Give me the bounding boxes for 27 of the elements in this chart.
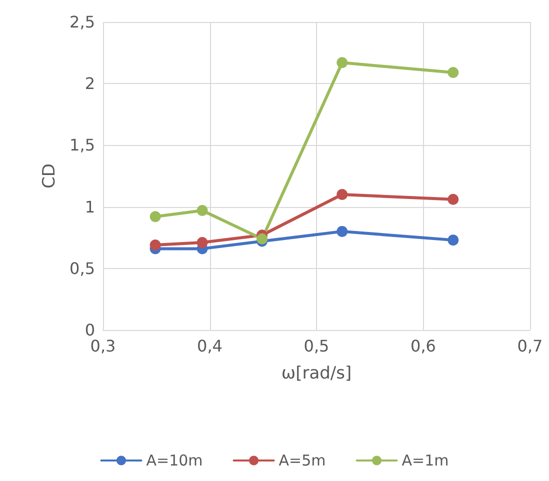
x-tick-label: 0,7 [517,336,543,356]
y-tick-label: 0 [84,320,95,340]
point [150,211,161,222]
point [196,205,208,216]
legend-label: A=5m [278,452,326,470]
y-tick-label: 2,5 [70,12,95,32]
x-tick-label: 0,5 [304,336,330,356]
point [448,234,459,246]
y-tick-label: 1 [84,197,95,216]
x-axis-title: ω[rad/s] [281,364,352,384]
y-axis-title: CD [40,164,60,188]
point [336,226,348,237]
point [256,233,268,244]
point [448,194,459,205]
point [448,67,459,78]
point [336,57,348,68]
point [150,239,161,250]
point [196,237,208,248]
legend-label: A=1m [402,452,449,470]
legend-label: A=10m [146,452,203,470]
y-tick-label: 0,5 [70,258,95,278]
x-tick-label: 0,3 [90,336,116,356]
x-tick-label: 0,6 [410,336,436,356]
y-tick-label: 1,5 [70,136,95,155]
y-tick-label: 2 [84,74,95,94]
x-tick-label: 0,4 [197,336,222,356]
point [336,188,348,200]
